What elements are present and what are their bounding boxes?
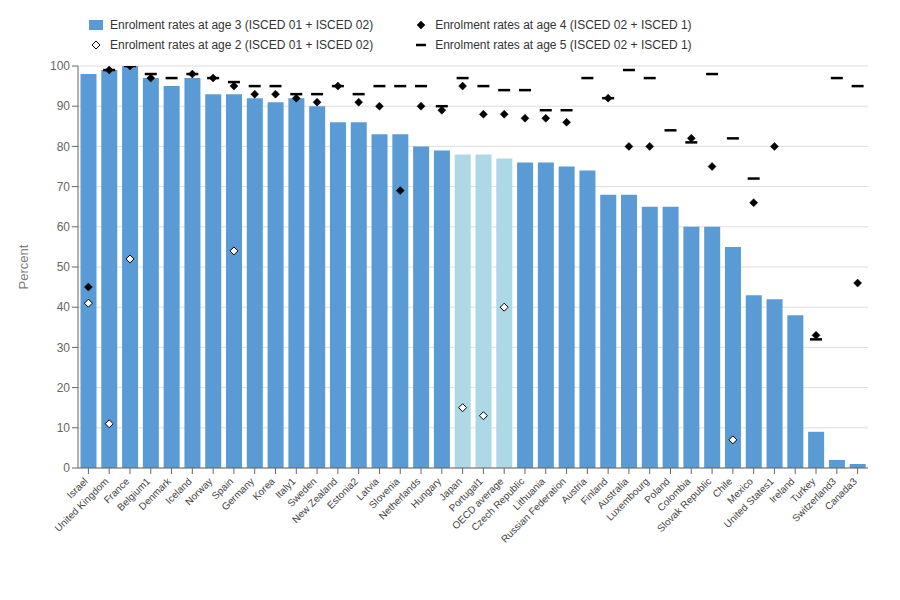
svg-text:10: 10 [57,421,71,435]
html-text:Enrolment rates at age 2 (ISCE: Enrolment rates at age 2 (ISCED 01 + ISC… [110,38,374,52]
svg-text:Mexico: Mexico [724,475,756,506]
svg-text:Portugal1: Portugal1 [446,475,485,514]
svg-text:Korea: Korea [250,475,277,502]
svg-text:Luxembourg: Luxembourg [604,475,652,523]
svg-text:Iceland: Iceland [163,475,194,507]
svg-text:20: 20 [57,381,71,395]
svg-text:Russian Federation: Russian Federation [499,476,568,545]
svg-text:Turkey: Turkey [788,475,818,505]
svg-text:70: 70 [57,180,71,194]
svg-text:Czech Republic: Czech Republic [469,475,527,533]
svg-text:Hungary: Hungary [408,475,444,511]
svg-text:Canada3: Canada3 [823,475,860,512]
svg-text:Latvia: Latvia [354,475,381,503]
svg-text:Belgium1: Belgium1 [114,475,153,513]
svg-text:Sweden: Sweden [285,475,319,509]
svg-text:Poland: Poland [642,475,672,506]
html-text:Enrolment rates at age 5 (ISCE: Enrolment rates at age 5 (ISCED 02 + ISC… [435,38,692,52]
svg-text:Ireland: Ireland [767,475,797,505]
svg-text:Israel: Israel [64,475,90,501]
svg-text:90: 90 [57,99,71,113]
svg-text:Estonia2: Estonia2 [324,475,361,511]
svg-text:Australia: Australia [595,475,631,511]
svg-text:Norway: Norway [183,476,215,508]
svg-text:Italy1: Italy1 [273,475,298,501]
svg-text:Finland: Finland [578,475,610,507]
svg-text:Switzerland3: Switzerland3 [790,475,839,524]
svg-text:United States1: United States1 [722,475,776,529]
svg-text:Slovenia: Slovenia [366,475,402,511]
html-text:Enrolment rates at age 3 (ISCE: Enrolment rates at age 3 (ISCED 01 + ISC… [110,18,374,32]
svg-text:Japan: Japan [437,475,464,503]
svg-text:60: 60 [57,220,71,234]
svg-text:OECD average: OECD average [449,475,506,532]
svg-text:Lithuania: Lithuania [510,475,548,513]
svg-text:Denmark: Denmark [136,475,173,513]
svg-text:100: 100 [50,59,70,73]
svg-text:Netherlands: Netherlands [376,475,423,522]
svg-text:United Kingdom: United Kingdom [53,476,111,534]
svg-text:France: France [101,475,132,506]
svg-text:Colombia: Colombia [655,475,693,514]
svg-text:Percent: Percent [16,244,31,289]
svg-text:Chile: Chile [710,475,735,500]
svg-text:30: 30 [57,341,71,355]
svg-text:50: 50 [57,260,71,274]
svg-text:Spain: Spain [209,475,236,502]
svg-text:0: 0 [63,461,70,475]
svg-text:New Zealand: New Zealand [289,475,340,526]
svg-text:40: 40 [57,300,71,314]
html-text:Enrolment rates at age 4 (ISCE: Enrolment rates at age 4 (ISCED 02 + ISC… [435,18,692,32]
svg-text:Austria: Austria [559,475,589,506]
svg-text:Germany: Germany [219,475,257,513]
svg-text:80: 80 [57,140,71,154]
svg-text:Slovak Republic: Slovak Republic [655,476,713,534]
